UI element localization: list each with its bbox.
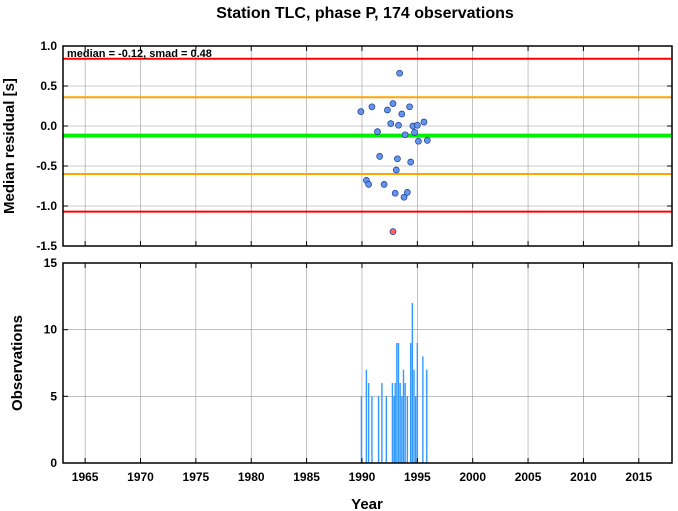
residual-point	[374, 128, 381, 135]
observations-y-axis-label: Observations	[9, 315, 26, 411]
residual-point	[423, 137, 431, 144]
residual-reference-lines	[63, 57, 672, 213]
residual-point	[389, 228, 397, 235]
residual-point	[389, 100, 397, 107]
residual-plot-frame	[62, 45, 673, 247]
residual-point	[392, 166, 400, 174]
residual-point	[413, 121, 421, 129]
observations-y-tick-label: 10	[44, 323, 58, 337]
residual-y-axis-label: Median residual [s]	[1, 78, 18, 214]
observations-panel: 1965 1970 1975 1980 1985 1990 1995 2000 2005 2010…	[9, 256, 673, 511]
residual-point	[401, 131, 409, 139]
chart-title: Station TLC, phase P, 174 observations	[216, 5, 514, 22]
residual-point	[391, 189, 399, 197]
residual-point	[406, 103, 413, 111]
x-tick-label: 1995	[404, 470, 431, 484]
residual-point	[420, 118, 428, 126]
residual-y-tick-label: -1.0	[36, 199, 57, 213]
residual-point	[404, 189, 411, 196]
residual-point	[384, 106, 391, 114]
observations-axis-ticks: 1965 1970 1975 1980 1985 1990 1995 2000 2005 2010…	[44, 256, 672, 484]
x-tick-label: 1980	[238, 470, 265, 484]
residual-y-tick-label: -1.5	[36, 239, 57, 253]
x-tick-label: 2005	[515, 470, 542, 484]
x-tick-label: 1985	[293, 470, 320, 484]
x-tick-label: 1990	[349, 470, 376, 484]
residual-panel: 1.0 0.5 0.0 -0.5 -1.0 -1.5 median = -0.12, sm…	[1, 39, 673, 253]
residual-y-tick-label: 0.0	[40, 119, 57, 133]
x-tick-label: 1965	[72, 470, 99, 484]
observations-y-tick-label: 5	[50, 389, 57, 403]
residual-axis-ticks: 1.0 0.5 0.0 -0.5 -1.0 -1.5	[36, 39, 672, 253]
observations-y-tick-label: 0	[50, 456, 57, 470]
observations-grid	[63, 262, 672, 464]
residual-point	[376, 153, 384, 160]
x-tick-label: 2010	[570, 470, 597, 484]
residual-point	[357, 108, 365, 115]
residual-point	[411, 129, 418, 136]
observations-plot-frame	[62, 262, 673, 464]
x-tick-label: 1970	[127, 470, 154, 484]
x-tick-label: 1975	[183, 470, 210, 484]
residual-point	[400, 193, 408, 201]
residual-point	[415, 137, 422, 145]
x-tick-label: 2000	[459, 470, 486, 484]
x-axis-label: Year	[351, 496, 383, 511]
residual-grid	[63, 45, 672, 247]
residual-point	[394, 155, 401, 163]
residual-points	[357, 69, 431, 235]
residual-point	[368, 103, 376, 111]
median-smad-annotation: median = -0.12, smad = 0.48	[67, 48, 212, 60]
residual-point	[387, 120, 395, 127]
residual-point	[398, 110, 406, 118]
residual-point	[407, 158, 415, 166]
residual-point	[365, 181, 372, 188]
x-tick-label: 2015	[625, 470, 652, 484]
residual-y-tick-label: 1.0	[40, 39, 57, 53]
residual-point	[380, 181, 388, 188]
residual-y-tick-label: 0.5	[40, 79, 57, 93]
residual-point	[395, 121, 402, 129]
residual-point	[396, 69, 403, 77]
observations-y-tick-label: 15	[44, 256, 58, 270]
residual-y-tick-label: -0.5	[36, 159, 57, 173]
observations-bars	[360, 303, 428, 463]
